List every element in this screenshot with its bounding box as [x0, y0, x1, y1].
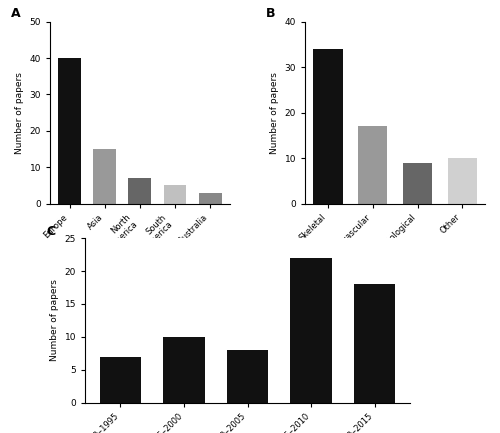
Bar [128, 178, 152, 204]
Bar [448, 158, 477, 204]
Text: B: B [266, 7, 275, 20]
Bar [354, 284, 395, 403]
Bar [164, 337, 204, 403]
Bar [314, 49, 342, 204]
Bar [290, 258, 332, 403]
Text: A: A [10, 7, 20, 20]
Bar [358, 126, 388, 204]
Bar [94, 149, 116, 204]
Bar [58, 58, 81, 204]
Bar [403, 163, 432, 204]
Y-axis label: Number of papers: Number of papers [15, 71, 24, 154]
Bar [227, 350, 268, 403]
Text: C: C [46, 225, 55, 238]
Bar [198, 193, 222, 204]
Bar [164, 185, 186, 204]
Y-axis label: Number of papers: Number of papers [270, 71, 279, 154]
Y-axis label: Number of papers: Number of papers [50, 279, 59, 362]
Bar [100, 357, 141, 403]
